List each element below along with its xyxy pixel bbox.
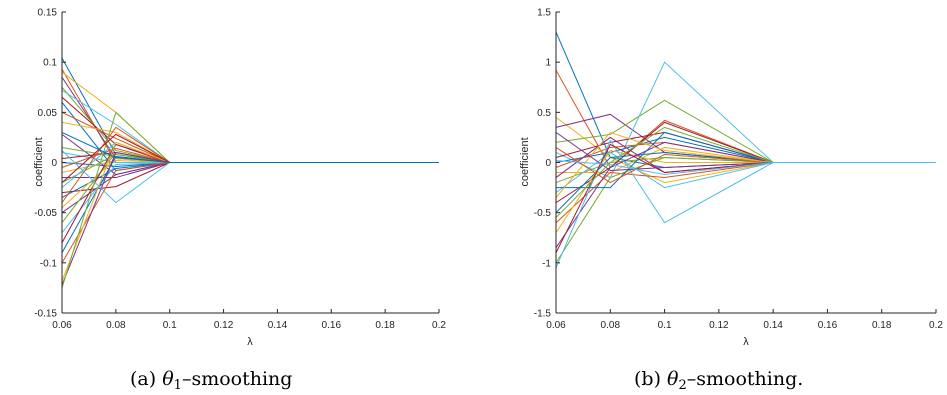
chart-a-caption-symbol: θ bbox=[162, 368, 174, 390]
chart-a-y-tick-label: -0.15 bbox=[34, 309, 57, 320]
chart-b-x-tick-label: 0.08 bbox=[601, 320, 621, 331]
chart-b-y-tick-label: 1.5 bbox=[537, 8, 551, 19]
chart-b-y-tick-label: -1 bbox=[542, 258, 551, 269]
chart-b-y-tick-label: 0 bbox=[545, 158, 551, 169]
chart-b-caption-prefix: (b) bbox=[634, 368, 667, 390]
chart-a-caption-prefix: (a) bbox=[130, 368, 162, 390]
chart-b-y-label: coefficient bbox=[519, 137, 531, 186]
chart-a-x-tick-label: 0.18 bbox=[375, 320, 395, 331]
chart-b-ticks: 0.06 0.08 0.1 0.12 0.14 0.16 0.18 0.2 -1.5 -1 -0.5… bbox=[534, 8, 944, 332]
chart-b-x-tick-label: 0.18 bbox=[872, 320, 892, 331]
chart-b-x-tick-label: 0.1 bbox=[658, 320, 672, 331]
chart-b-y-tick-label: -0.5 bbox=[534, 208, 552, 219]
chart-b-x-tick-label: 0.16 bbox=[818, 320, 838, 331]
chart-a-x-tick-label: 0.14 bbox=[268, 320, 288, 331]
chart-b-x-tick-label: 0.12 bbox=[709, 320, 729, 331]
chart-b-x-tick-label: 0.2 bbox=[929, 320, 943, 331]
chart-b-y-tick-label: 0.5 bbox=[537, 108, 551, 119]
chart-a-x-tick-label: 0.16 bbox=[322, 320, 342, 331]
chart-a-caption-subscript: 1 bbox=[174, 378, 182, 393]
chart-b-x-label: λ bbox=[743, 336, 749, 348]
chart-a-x-tick-label: 0.08 bbox=[106, 320, 126, 331]
chart-b-caption-subscript: 2 bbox=[678, 378, 686, 393]
chart-b-x-tick-label: 0.06 bbox=[546, 320, 566, 331]
chart-a-x-tick-label: 0.12 bbox=[214, 320, 234, 331]
chart-a-y-tick-label: 0 bbox=[51, 158, 57, 169]
chart-a-x-tick-label: 0.1 bbox=[163, 320, 177, 331]
chart-a-series-line-36 bbox=[61, 131, 439, 163]
chart-b-caption: (b) θ2–smoothing. bbox=[634, 368, 803, 393]
chart-b-x-tick-label: 0.14 bbox=[763, 320, 783, 331]
chart-b: 0.06 0.08 0.1 0.12 0.14 0.16 0.18 0.2 -1.5 -1 -0.5… bbox=[519, 8, 943, 394]
chart-a-y-tick-label: -0.1 bbox=[40, 258, 58, 269]
chart-a-y-tick-label: 0.15 bbox=[38, 8, 58, 19]
chart-a-x-tick-label: 0.06 bbox=[52, 320, 72, 331]
chart-b-caption-symbol: θ bbox=[667, 368, 679, 390]
chart-a-caption: (a) θ1–smoothing bbox=[130, 368, 292, 393]
chart-a-y-tick-label: 0.1 bbox=[43, 58, 57, 69]
chart-a-x-tick-label: 0.2 bbox=[432, 320, 446, 331]
chart-b-caption-suffix: –smoothing. bbox=[687, 368, 804, 390]
chart-a-y-label: coefficient bbox=[33, 137, 45, 186]
chart-b-series-group bbox=[555, 31, 936, 269]
chart-a-ticks: 0.06 0.08 0.1 0.12 0.14 0.16 0.18 0.2 -0.15 -0.1 -… bbox=[34, 8, 446, 332]
chart-a-y-tick-label: 0.05 bbox=[38, 108, 58, 119]
chart-b-y-tick-label: -1.5 bbox=[534, 309, 552, 320]
chart-a-series-group bbox=[61, 57, 439, 289]
chart-b-y-tick-label: 1 bbox=[545, 58, 551, 69]
chart-a-y-tick-label: -0.05 bbox=[34, 208, 57, 219]
chart-a: 0.06 0.08 0.1 0.12 0.14 0.16 0.18 0.2 -0.15 -0.1 -… bbox=[33, 8, 446, 394]
chart-a-x-label: λ bbox=[247, 336, 253, 348]
chart-a-caption-suffix: –smoothing bbox=[182, 368, 293, 390]
chart-b-series-line-27 bbox=[555, 159, 936, 176]
